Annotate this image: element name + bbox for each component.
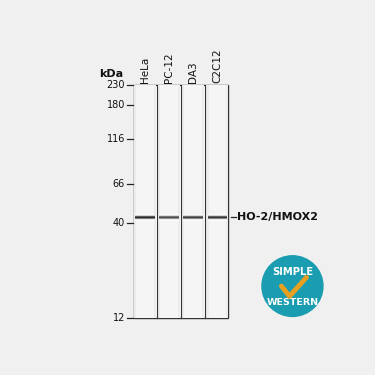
Text: 66: 66 (113, 179, 125, 189)
Text: HeLa: HeLa (140, 57, 150, 83)
Bar (182, 86, 204, 318)
Bar (134, 86, 228, 318)
Bar (160, 86, 178, 318)
Text: WESTERN: WESTERN (266, 298, 318, 307)
Bar (206, 86, 228, 318)
Text: 180: 180 (106, 100, 125, 110)
Bar (209, 86, 226, 318)
Text: C2C12: C2C12 (212, 48, 222, 83)
Text: 40: 40 (113, 218, 125, 228)
Text: 116: 116 (106, 134, 125, 144)
Text: 230: 230 (106, 80, 125, 90)
Text: HO-2/HMOX2: HO-2/HMOX2 (237, 212, 318, 222)
Text: DA3: DA3 (188, 62, 198, 83)
Circle shape (262, 256, 323, 316)
Bar (136, 86, 154, 318)
Text: kDa: kDa (99, 69, 124, 79)
Text: SIMPLE: SIMPLE (272, 267, 313, 277)
Bar (134, 86, 156, 318)
Text: 12: 12 (112, 313, 125, 323)
Bar (158, 86, 180, 318)
Bar (184, 86, 202, 318)
Text: PC-12: PC-12 (164, 53, 174, 83)
